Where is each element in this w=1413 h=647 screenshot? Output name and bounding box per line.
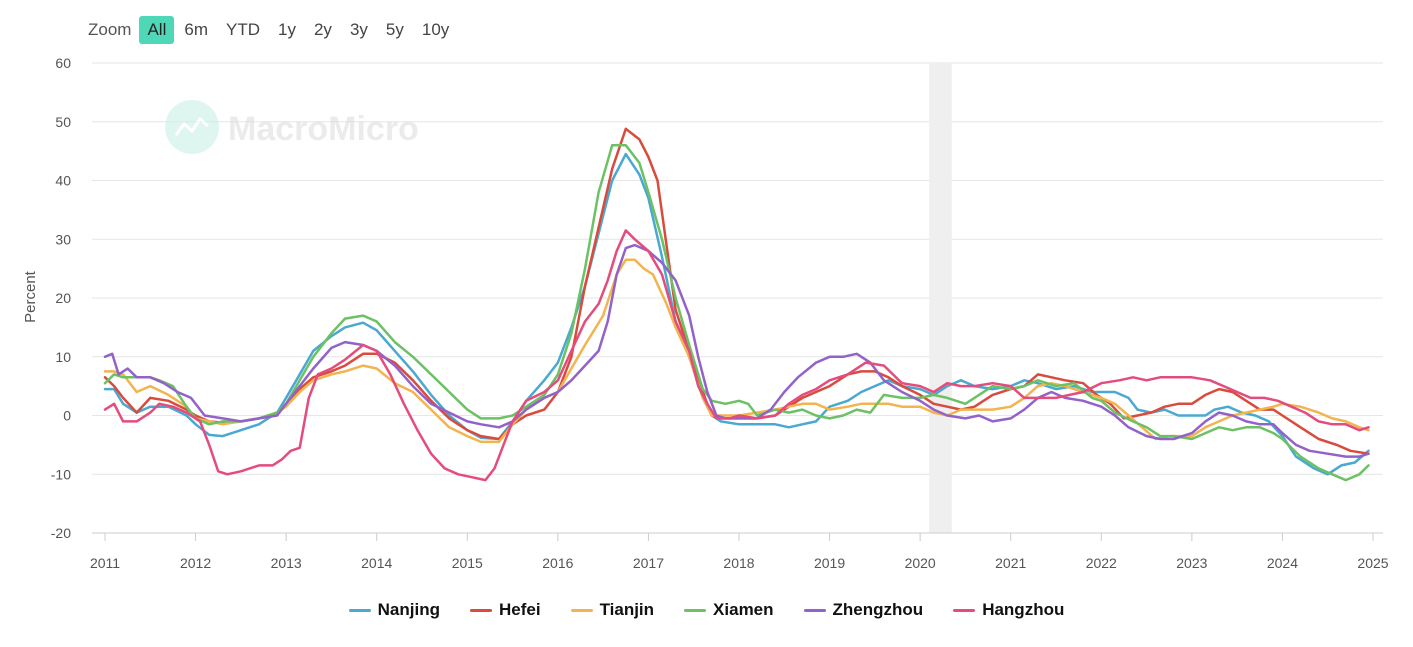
series-line-hangzhou — [103, 229, 1370, 482]
zoom-6m-button[interactable]: 6m — [176, 16, 216, 44]
x-tick-label: 2022 — [1086, 555, 1117, 571]
legend-label: Nanjing — [377, 600, 440, 619]
shaded-band-layer — [929, 63, 952, 533]
x-tick-label: 2011 — [90, 555, 120, 571]
watermark-logo-icon — [165, 100, 219, 154]
legend-swatch — [684, 608, 707, 612]
zoom-all-button[interactable]: All — [139, 16, 175, 44]
legend-swatch — [953, 608, 976, 612]
x-tick-label: 2020 — [905, 555, 936, 571]
zoom-bar: Zoom All 6m YTD 1y 2y 3y 5y 10y — [88, 14, 459, 46]
line-chart: MacroMicro -20 -10 0 10 20 30 40 50 60 2011 2012 20… — [22, 55, 1389, 571]
zoom-3y-button[interactable]: 3y — [342, 16, 376, 44]
legend-swatch — [570, 608, 593, 612]
x-tick-label: 2013 — [271, 555, 302, 571]
x-tick-label: 2017 — [633, 555, 664, 571]
legend-item-hefei[interactable]: Hefei — [469, 600, 541, 620]
y-tick-label: -20 — [51, 525, 71, 541]
x-tick-label: 2014 — [361, 555, 392, 571]
legend-item-hangzhou[interactable]: Hangzhou — [953, 600, 1064, 620]
x-tick-label: 2025 — [1357, 555, 1388, 571]
legend-label: Tianjin — [599, 600, 655, 619]
zoom-1y-button[interactable]: 1y — [270, 16, 304, 44]
shaded-band — [929, 63, 952, 533]
x-tick-label: 2024 — [1267, 555, 1298, 571]
legend-label: Hangzhou — [982, 600, 1065, 619]
y-tick-label: 10 — [55, 349, 71, 365]
legend-swatch — [803, 608, 826, 612]
legend-item-tianjin[interactable]: Tianjin — [570, 600, 655, 620]
x-tick-label: 2019 — [814, 555, 845, 571]
zoom-label: Zoom — [88, 20, 132, 39]
series-line-zhengzhou — [103, 243, 1370, 458]
legend-swatch — [348, 608, 371, 612]
x-tick-label: 2015 — [452, 555, 483, 571]
zoom-2y-button[interactable]: 2y — [306, 16, 340, 44]
y-tick-label: 40 — [55, 173, 71, 189]
y-tick-label: 50 — [55, 114, 71, 130]
zoom-10y-button[interactable]: 10y — [414, 16, 457, 44]
axis-layer: -20 -10 0 10 20 30 40 50 60 2011 2012 2013 2014 2015 2… — [51, 55, 1389, 571]
y-tick-label: 0 — [63, 408, 71, 424]
legend-label: Xiamen — [713, 600, 774, 619]
x-tick-label: 2016 — [542, 555, 573, 571]
watermark: MacroMicro — [165, 100, 419, 154]
y-tick-label: 20 — [55, 290, 71, 306]
watermark-text: MacroMicro — [228, 110, 419, 148]
x-tick-label: 2021 — [995, 555, 1026, 571]
legend-label: Hefei — [498, 600, 541, 619]
series-line-xiamen — [103, 144, 1370, 482]
series-line-nanjing — [103, 152, 1370, 476]
zoom-5y-button[interactable]: 5y — [378, 16, 412, 44]
series-layer — [103, 127, 1370, 482]
zoom-ytd-button[interactable]: YTD — [218, 16, 268, 44]
legend-item-xiamen[interactable]: Xiamen — [684, 600, 774, 620]
y-tick-label: 30 — [55, 231, 71, 247]
legend-item-nanjing[interactable]: Nanjing — [348, 600, 440, 620]
x-tick-label: 2023 — [1176, 555, 1207, 571]
legend: Nanjing Hefei Tianjin Xiamen Zhengzhou Hangzh… — [0, 600, 1413, 620]
legend-item-zhengzhou[interactable]: Zhengzhou — [803, 600, 924, 620]
y-axis-label: Percent — [22, 270, 39, 323]
watermark-logo-mark — [174, 116, 209, 136]
y-tick-label: 60 — [55, 55, 71, 71]
y-tick-label: -10 — [51, 466, 71, 482]
x-tick-label: 2018 — [723, 555, 754, 571]
x-tick-label: 2012 — [180, 555, 211, 571]
series-line-hefei — [103, 127, 1370, 455]
legend-label: Zhengzhou — [832, 600, 924, 619]
legend-swatch — [469, 608, 492, 612]
